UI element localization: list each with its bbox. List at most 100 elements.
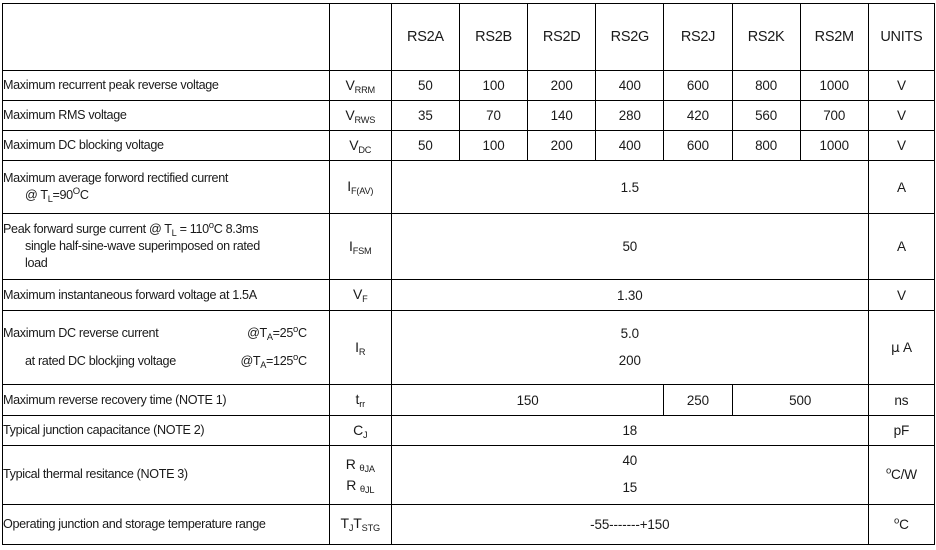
- param-spacer: [3, 342, 329, 353]
- units-tjtstg: oC: [867, 503, 936, 545]
- symbol-subscript: J: [363, 429, 368, 440]
- symbol-rthja: R θJA: [330, 454, 391, 475]
- symbol-subscript: rr: [359, 399, 365, 410]
- value-vrws-rs2d: 140: [527, 100, 597, 131]
- value-25: =25: [272, 326, 294, 341]
- degree-symbol: o: [293, 323, 298, 335]
- symbol-rth: R θJA R θJL: [328, 445, 392, 505]
- param-line-1: Maximum average forword rectified curren…: [3, 171, 229, 186]
- symbol-main: I: [355, 338, 359, 355]
- param-label-vrrm: Maximum recurrent peak reverse voltage: [2, 70, 330, 101]
- param-line-1-subscript: L: [171, 228, 177, 239]
- units-ifav: A: [867, 160, 936, 214]
- value-vrws-rs2g: 280: [595, 100, 665, 131]
- symbol-main: V: [352, 286, 363, 303]
- table-row-vf: Maximum instantaneous forward voltage at…: [2, 279, 936, 311]
- symbol-main: V: [345, 106, 355, 123]
- header-part-rs2g: RS2G: [595, 3, 665, 71]
- param-label-vf: Maximum instantaneous forward voltage at…: [2, 279, 330, 311]
- symbol-main: R: [346, 476, 357, 493]
- table-row-ir: Maximum DC reverse current @TA=25oC at r…: [2, 310, 936, 385]
- value-vdc-rs2b: 100: [458, 130, 529, 161]
- header-symbol-blank: [328, 3, 392, 71]
- units-ifsm: A: [867, 213, 936, 280]
- param-label-ir: Maximum DC reverse current @TA=25oC at r…: [2, 310, 330, 385]
- symbol-rthjl: R θJL: [330, 475, 391, 496]
- symbol-subscript: F: [362, 294, 368, 305]
- header-parameter-blank: [2, 3, 330, 71]
- value-vdc-rs2j: 600: [663, 130, 733, 161]
- symbol-vdc: VDC: [328, 130, 392, 161]
- param-line-1: Peak forward surge current @ TL = 110oC …: [3, 221, 259, 239]
- table-row-temperature-range: Operating junction and storage temperatu…: [2, 503, 936, 545]
- param-line-1-left: Maximum DC reverse current: [3, 326, 159, 341]
- value-ifsm-all: 50: [390, 213, 869, 280]
- symbol-subscript: RRM: [354, 84, 376, 95]
- value-ifav-all: 1.5: [390, 160, 869, 214]
- header-part-rs2k: RS2K: [731, 3, 801, 71]
- param-line-1-mid: = 110: [176, 222, 210, 237]
- header-part-rs2d: RS2D: [527, 3, 597, 71]
- degree-symbol: o: [894, 515, 900, 527]
- param-line-2-right: @TA=125oC: [240, 353, 328, 370]
- value-cj-all: 18: [390, 415, 869, 446]
- symbol-main: V: [349, 136, 359, 153]
- param-line-2: single half-sine-wave superimposed on ra…: [25, 239, 260, 254]
- table-row-trr: Maximum reverse recovery time (NOTE 1) t…: [2, 384, 936, 416]
- symbol-main: C: [353, 421, 363, 438]
- table-row-vdc: Maximum DC blocking voltage VDC 50 100 2…: [2, 130, 936, 161]
- units-vf: V: [867, 279, 936, 311]
- degree-symbol: o: [885, 465, 892, 477]
- symbol-main: I: [349, 237, 353, 254]
- value-rthja: 40: [622, 453, 638, 468]
- value-vrrm-rs2a: 50: [390, 70, 460, 101]
- subscript-a: A: [266, 332, 273, 343]
- symbol-ifsm: IFSM: [328, 213, 392, 280]
- units-cw: C/W: [891, 467, 917, 483]
- unit-c: C: [297, 354, 307, 368]
- units-ir: μ A: [867, 310, 936, 385]
- symbol-tj-main: T: [340, 515, 350, 532]
- value-vrws-rs2a: 35: [390, 100, 460, 131]
- param-label-ifav: Maximum average forword rectified curren…: [2, 160, 330, 214]
- units-c: C: [899, 516, 909, 532]
- param-line-2-tail: C: [79, 188, 89, 202]
- symbol-subscript: F(AV): [350, 186, 374, 197]
- param-label-vrws: Maximum RMS voltage: [2, 100, 330, 131]
- value-vdc-rs2m: 1000: [799, 130, 869, 161]
- units-vrws: V: [867, 100, 936, 131]
- param-label-ifsm: Peak forward surge current @ TL = 110oC …: [2, 213, 330, 280]
- param-line-3: load: [25, 255, 48, 270]
- value-vdc-rs2g: 400: [595, 130, 665, 161]
- value-rthjl: 15: [622, 479, 638, 495]
- unit-c: C: [297, 326, 307, 341]
- param-line-1-text: Peak forward surge current @ T: [3, 222, 172, 237]
- param-label-rth: Typical thermal resitance (NOTE 3): [2, 445, 330, 505]
- symbol-tj-subscript: J: [348, 523, 354, 534]
- value-ir-25c: 5.0: [620, 325, 639, 341]
- value-vrws-rs2m: 700: [799, 100, 869, 131]
- param-label-vdc: Maximum DC blocking voltage: [2, 130, 330, 161]
- value-vrws-rs2k: 560: [731, 100, 801, 131]
- value-vrrm-rs2m: 1000: [799, 70, 869, 101]
- param-line-1-tail: C 8.3ms: [213, 222, 259, 237]
- param-line-2-text: @ T: [25, 188, 48, 202]
- datasheet-page: RS2A RS2B RS2D RS2G RS2J RS2K RS2M UNITS…: [0, 3, 936, 550]
- symbol-tstg-main: T: [353, 515, 362, 532]
- param-line-2-left: at rated DC blockjing voltage: [25, 354, 176, 368]
- subscript-a: A: [260, 360, 267, 370]
- value-ir-all: 5.0 200: [390, 310, 869, 385]
- degree-symbol: O: [72, 185, 80, 197]
- symbol-ifav: IF(AV): [328, 160, 392, 214]
- header-part-rs2a: RS2A: [390, 3, 460, 71]
- header-part-rs2m: RS2M: [799, 3, 869, 71]
- value-trr-group-3: 500: [731, 384, 869, 416]
- value-vdc-rs2d: 200: [527, 130, 597, 161]
- units-vrrm: V: [867, 70, 936, 101]
- symbol-main: t: [355, 391, 360, 408]
- table-header-row: RS2A RS2B RS2D RS2G RS2J RS2K RS2M UNITS: [2, 3, 936, 71]
- header-units: UNITS: [867, 3, 936, 71]
- symbol-main: R: [345, 455, 356, 472]
- symbol-ir: IR: [328, 310, 392, 385]
- symbol-vf: VF: [328, 279, 392, 311]
